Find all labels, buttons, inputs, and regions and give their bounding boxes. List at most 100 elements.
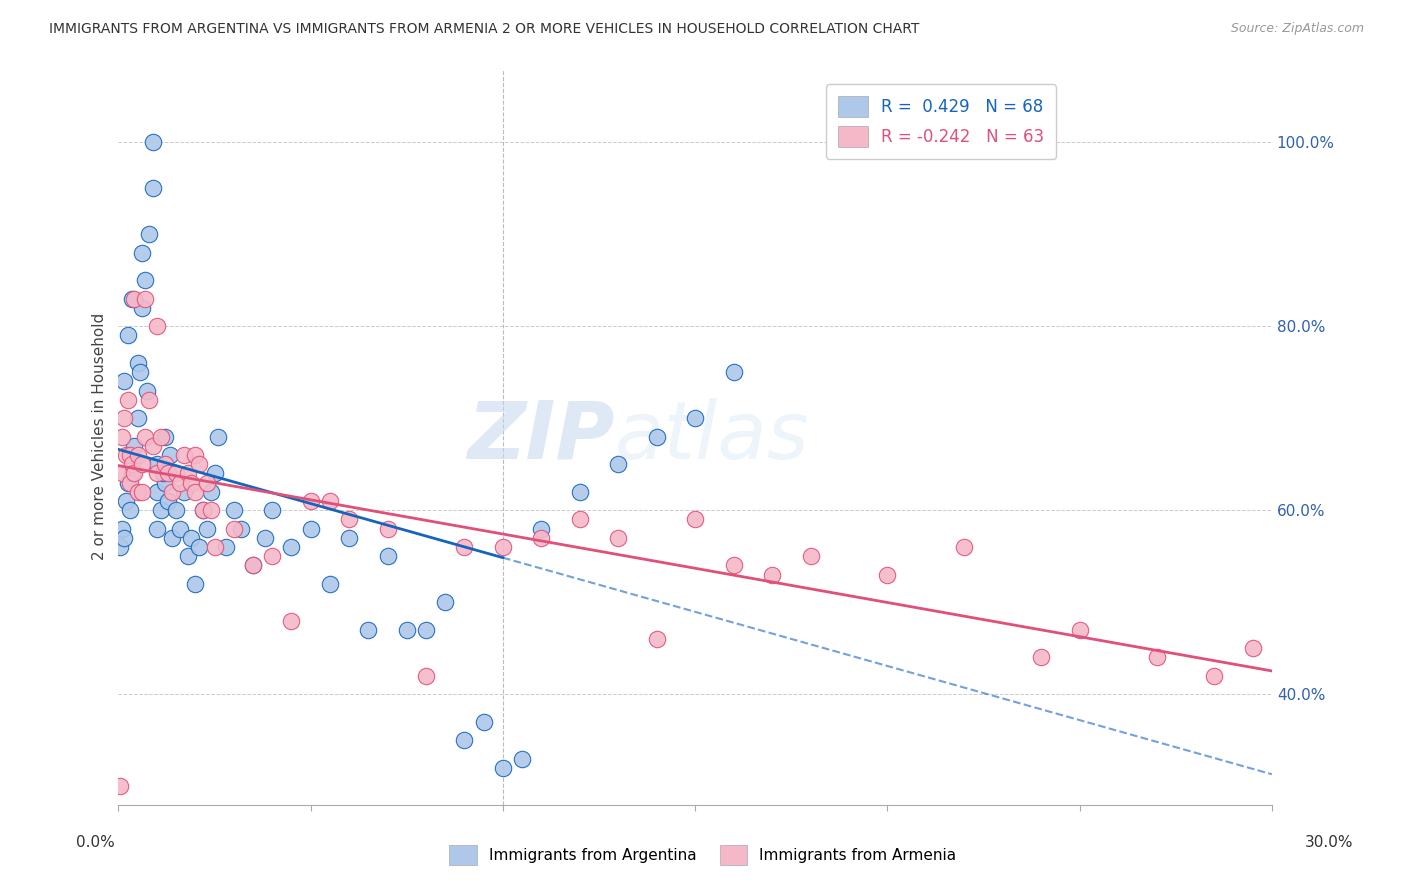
Point [683,411,706,425]
Point [200,503,222,517]
Point [142,439,165,453]
Point [395,623,418,637]
Point [157,494,180,508]
Point [153,429,176,443]
Point [149,503,172,517]
Point [142,181,165,195]
Point [761,567,783,582]
Point [146,457,169,471]
Point [568,512,591,526]
Point [319,576,342,591]
Legend: Immigrants from Argentina, Immigrants from Armenia: Immigrants from Argentina, Immigrants fr… [443,839,963,871]
Point [173,448,195,462]
Text: ZIP: ZIP [467,398,614,475]
Text: 30.0%: 30.0% [1305,836,1353,850]
Point [122,467,145,481]
Text: 0.0%: 0.0% [76,836,115,850]
Point [146,467,169,481]
Point [121,292,143,306]
Point [215,540,238,554]
Point [492,761,515,775]
Point [222,522,245,536]
Point [110,779,132,793]
Point [165,467,187,481]
Text: atlas: atlas [614,398,810,475]
Point [142,135,165,149]
Point [117,328,139,343]
Point [146,522,169,536]
Point [115,494,138,508]
Point [337,531,360,545]
Point [115,448,138,462]
Point [1146,650,1168,665]
Point [337,512,360,526]
Point [262,549,284,563]
Point [176,549,198,563]
Point [121,457,143,471]
Point [188,540,211,554]
Point [799,549,821,563]
Point [1069,623,1091,637]
Point [953,540,976,554]
Point [242,558,264,573]
Point [121,467,143,481]
Point [195,522,218,536]
Point [112,531,135,545]
Point [683,512,706,526]
Point [149,429,172,443]
Point [118,503,141,517]
Text: Source: ZipAtlas.com: Source: ZipAtlas.com [1230,22,1364,36]
Point [377,522,399,536]
Point [128,365,150,379]
Point [280,540,302,554]
Point [723,558,745,573]
Point [122,292,145,306]
Point [131,484,153,499]
Point [184,448,207,462]
Point [319,494,342,508]
Point [153,475,176,490]
Point [645,632,668,646]
Point [134,273,156,287]
Point [146,319,169,334]
Point [111,429,134,443]
Point [165,503,187,517]
Point [195,475,218,490]
Point [118,448,141,462]
Point [492,540,515,554]
Point [207,429,229,443]
Point [162,484,184,499]
Point [530,531,553,545]
Point [1241,641,1264,656]
Point [510,751,533,765]
Point [173,484,195,499]
Point [112,375,135,389]
Point [134,292,156,306]
Point [231,522,253,536]
Point [415,623,437,637]
Point [127,411,149,425]
Point [111,522,134,536]
Point [568,484,591,499]
Point [1031,650,1053,665]
Point [200,484,222,499]
Point [112,411,135,425]
Point [607,457,630,471]
Point [159,448,181,462]
Point [184,484,207,499]
Point [645,429,668,443]
Point [222,503,245,517]
Point [157,467,180,481]
Point [131,457,153,471]
Point [472,714,495,729]
Point [876,567,898,582]
Point [111,467,134,481]
Point [184,576,207,591]
Point [415,669,437,683]
Point [453,540,475,554]
Point [191,503,214,517]
Point [131,301,153,315]
Point [253,531,276,545]
Point [127,448,149,462]
Point [127,484,149,499]
